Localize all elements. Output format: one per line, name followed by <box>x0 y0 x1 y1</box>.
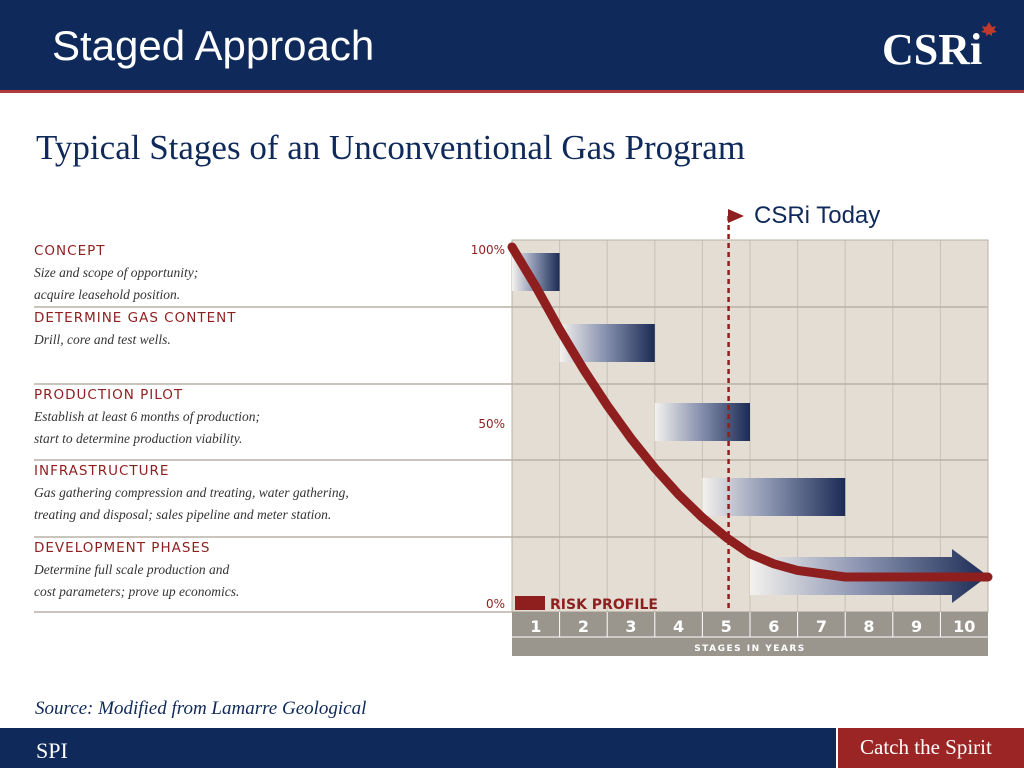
stage-description: Gas gathering compression and treating, … <box>34 485 349 500</box>
slide-title: Staged Approach <box>52 22 375 69</box>
x-tick-label: 5 <box>721 617 732 636</box>
x-tick-label: 1 <box>530 617 541 636</box>
x-tick-label: 2 <box>578 617 589 636</box>
today-arrow-icon <box>728 209 744 223</box>
risk-axis-label: 0% <box>486 597 505 611</box>
x-tick-label: 3 <box>625 617 636 636</box>
csri-logo: CSRi <box>882 22 997 74</box>
stage-description: Determine full scale production and <box>33 562 229 577</box>
stage-description: Establish at least 6 months of productio… <box>33 409 260 424</box>
maple-leaf-icon <box>981 22 997 36</box>
stage-description: start to determine production viability. <box>34 431 242 446</box>
x-axis-title: STAGES IN YEARS <box>694 644 806 654</box>
x-tick-label: 10 <box>953 617 975 636</box>
stage-name: DEVELOPMENT PHASES <box>34 540 211 556</box>
risk-legend-swatch <box>515 596 545 610</box>
x-tick-label: 8 <box>863 617 874 636</box>
tagline-box <box>836 728 1024 768</box>
stage-name: PRODUCTION PILOT <box>34 387 183 403</box>
stage-description: acquire leasehold position. <box>34 287 180 302</box>
stage-bar <box>654 403 750 441</box>
stage-name: DETERMINE GAS CONTENT <box>34 310 236 326</box>
risk-legend-label: RISK PROFILE <box>550 597 658 613</box>
stage-description: Size and scope of opportunity; <box>34 265 198 280</box>
stages-chart: 1 2 3 4 5 6 7 8 9 10 STAGES IN YEARS CONCEPT Size an… <box>33 209 993 656</box>
stage-description: treating and disposal; sales pipeline an… <box>34 507 331 522</box>
logo-text: CSRi <box>882 25 982 74</box>
header-rule <box>0 90 1024 93</box>
risk-axis-label: 100% <box>471 243 505 257</box>
risk-profile-line <box>507 242 993 582</box>
today-marker-label: CSRi Today <box>754 202 881 229</box>
stage-bar <box>702 478 846 516</box>
risk-axis-label: 50% <box>478 417 505 431</box>
stage-description: Drill, core and test wells. <box>33 332 171 347</box>
header-bar <box>0 0 1024 90</box>
footer-label: SPI <box>36 738 68 763</box>
stage-name: INFRASTRUCTURE <box>34 463 169 479</box>
stage-description: cost parameters; prove up economics. <box>34 584 239 599</box>
stage-name: CONCEPT <box>34 243 106 259</box>
footer-tagline: Catch the Spirit <box>860 735 992 759</box>
slide-subtitle: Typical Stages of an Unconventional Gas … <box>36 128 746 167</box>
x-tick-label: 7 <box>816 617 827 636</box>
x-tick-label: 4 <box>673 617 684 636</box>
source-note: Source: Modified from Lamarre Geological <box>35 698 367 719</box>
x-tick-label: 6 <box>768 617 779 636</box>
x-tick-label: 9 <box>911 617 922 636</box>
